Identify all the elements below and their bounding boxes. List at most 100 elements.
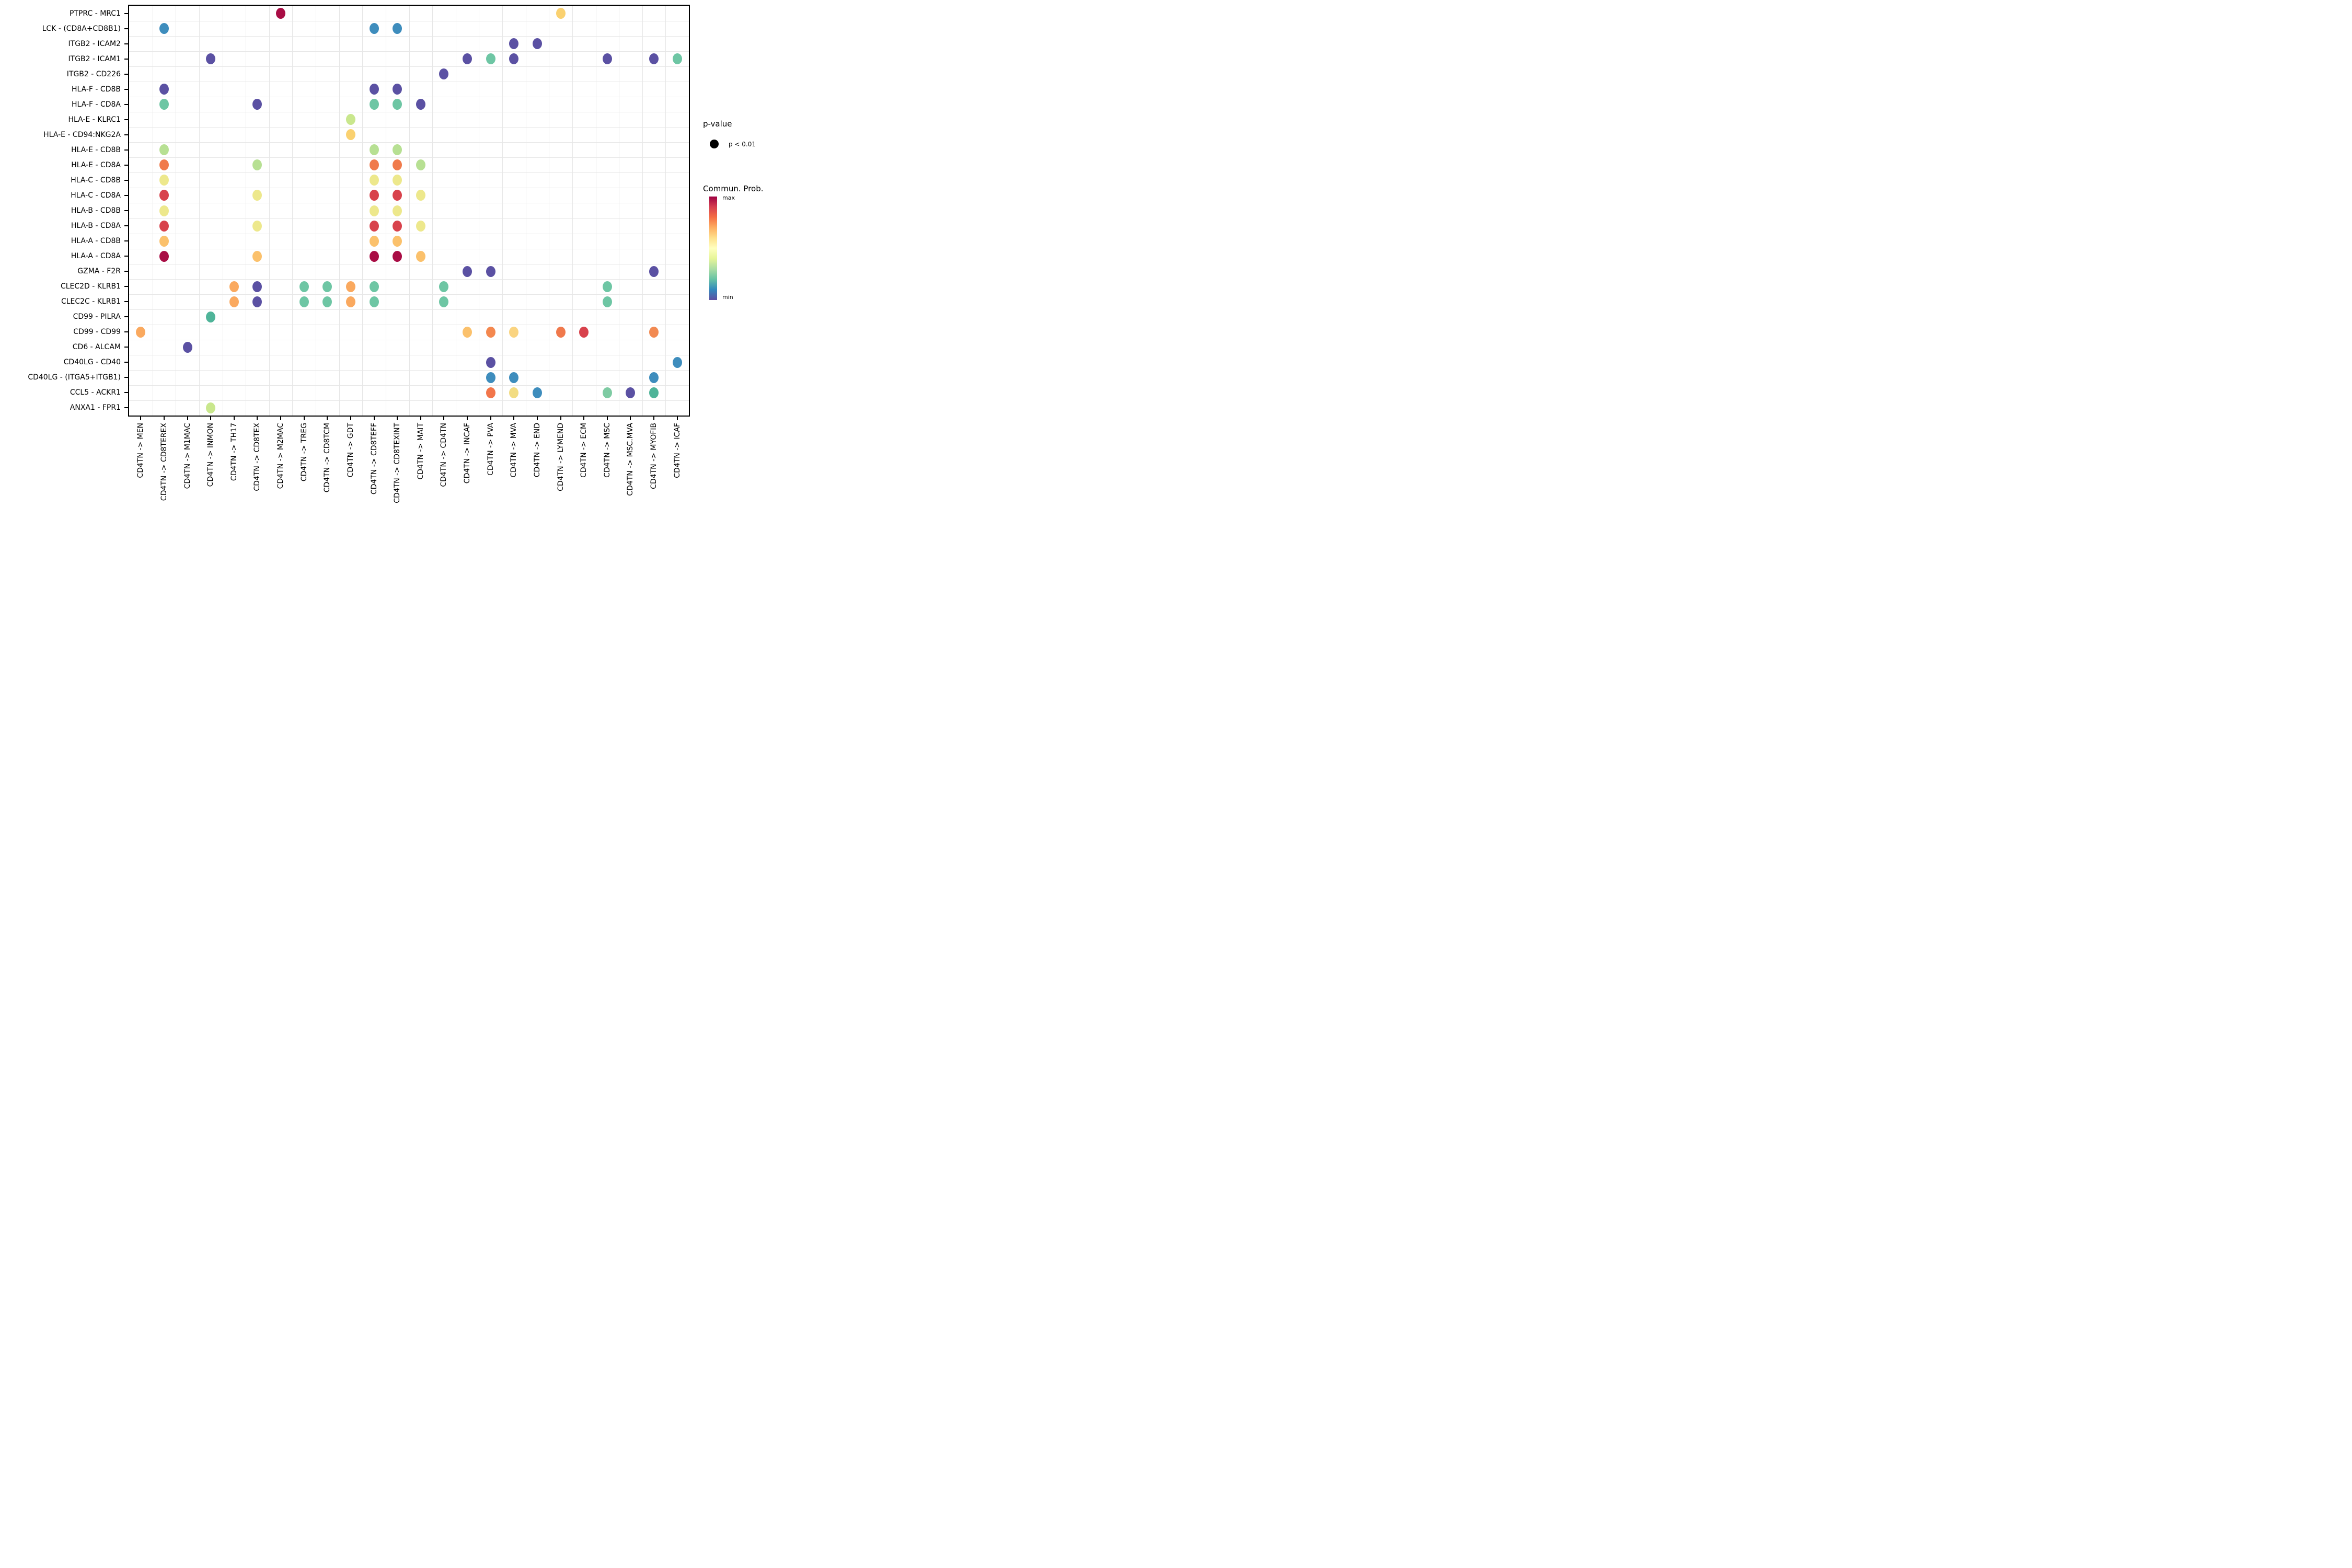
gridline [269,6,270,416]
data-point [369,159,379,171]
data-point [649,53,659,65]
y-axis-label: HLA-F - CD8B [71,85,121,94]
y-axis-tick [124,73,128,75]
data-point [393,159,402,171]
data-point [486,53,495,65]
x-axis-tick [583,417,585,420]
data-point [206,311,216,322]
y-axis-label: GZMA - F2R [77,267,121,276]
data-point [416,220,425,232]
x-axis-tick [630,417,631,420]
data-point [602,296,612,307]
data-point [416,190,425,201]
x-axis-label: CD4TN -> M1MAC [183,423,192,489]
x-axis-tick [163,417,165,420]
x-axis-tick [397,417,398,420]
data-point [229,281,239,292]
x-axis-tick [443,417,445,420]
gridline [129,127,689,128]
y-axis-label: CLEC2C - KLRB1 [61,297,121,306]
legend-min-label: min [722,294,733,301]
data-point [439,296,449,307]
y-axis-label: CD40LG - (ITGA5+ITGB1) [28,373,121,382]
x-axis-label: CD4TN -> MEN [136,423,145,478]
x-axis-tick [420,417,421,420]
data-point [393,190,402,201]
x-axis-label: CD4TN -> ICAF [673,423,682,478]
data-point [393,205,402,216]
bubble-plot-figure: PTPRC - MRC1 LCK - (CD8A+CD8B1) ITGB2 - IC… [0,0,784,523]
y-axis-tick [124,119,128,120]
data-point [439,68,449,80]
x-axis-tick [280,417,282,420]
y-axis-tick [124,286,128,287]
gridline [129,51,689,52]
data-point [416,99,425,110]
data-point [159,99,169,110]
data-point [369,220,379,232]
data-point [369,175,379,186]
y-axis-tick [124,194,128,196]
y-axis-tick [124,301,128,303]
data-point [322,281,332,292]
gridline [292,6,293,416]
data-point [159,23,169,34]
x-axis-label: CD4TN -> PVA [486,423,495,476]
y-axis-tick [124,347,128,348]
data-point [579,326,589,338]
y-axis-tick [124,179,128,181]
y-axis-label: CD40LG - CD40 [63,358,121,367]
y-axis-tick [124,88,128,90]
y-axis-tick [124,28,128,29]
x-axis-label: CD4TN -> CD8TEXINT [393,423,402,503]
y-axis-label: CD99 - PILRA [73,313,121,321]
data-point [369,205,379,216]
x-axis-label: CD4TN -> MSC [603,423,612,478]
gridline [129,218,689,219]
data-point [182,341,192,353]
gridline [129,142,689,143]
x-axis-tick [210,417,212,420]
legend-pvalue-title: p-value [703,119,732,129]
x-axis-label: CD4TN -> GDT [346,423,355,478]
x-axis-tick [653,417,655,420]
communication-probability-colorbar [709,197,717,300]
data-point [252,296,262,307]
y-axis-tick [124,134,128,135]
gridline [129,400,689,401]
legend-pvalue-item-label: p < 0.01 [729,141,756,148]
x-axis-tick [350,417,351,420]
gridline [572,6,573,416]
y-axis-label: HLA-A - CD8B [71,237,121,246]
data-point [159,159,169,171]
data-point [252,250,262,262]
x-axis-label: CD4TN -> INMON [206,423,215,487]
gridline [362,6,363,416]
x-axis-tick [140,417,142,420]
data-point [509,38,519,50]
data-point [416,159,425,171]
x-axis-label: CD4TN -> CD8TCM [323,423,332,493]
data-point [369,235,379,247]
y-axis-tick [124,149,128,151]
data-point [393,23,402,34]
x-axis-tick [490,417,491,420]
data-point [369,84,379,95]
data-point [463,266,472,277]
y-axis-tick [124,58,128,60]
y-axis-label: HLA-C - CD8B [71,176,121,185]
y-axis-label: HLA-E - CD8B [71,145,121,154]
data-point [159,250,169,262]
data-point [299,281,309,292]
gridline [129,370,689,371]
data-point [252,159,262,171]
y-axis-label: CLEC2D - KLRB1 [60,282,121,291]
y-axis-label: HLA-A - CD8A [71,252,121,261]
data-point [159,144,169,156]
x-axis-label: CD4TN -> CD8TEX [253,423,262,491]
y-axis-tick [124,316,128,318]
data-point [393,175,402,186]
y-axis-tick [124,377,128,378]
data-point [159,84,169,95]
gridline [432,6,433,416]
